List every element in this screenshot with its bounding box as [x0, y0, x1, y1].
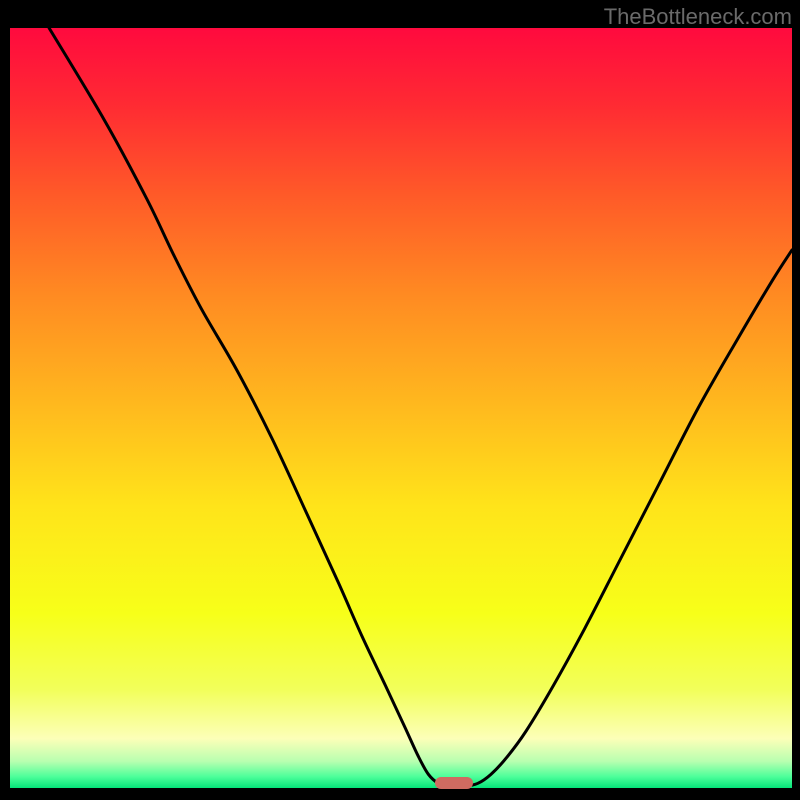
plot-area: [10, 28, 792, 788]
watermark-text: TheBottleneck.com: [604, 4, 792, 30]
optimal-marker: [435, 777, 473, 789]
background-gradient: [10, 28, 792, 788]
canvas: TheBottleneck.com: [0, 0, 800, 800]
